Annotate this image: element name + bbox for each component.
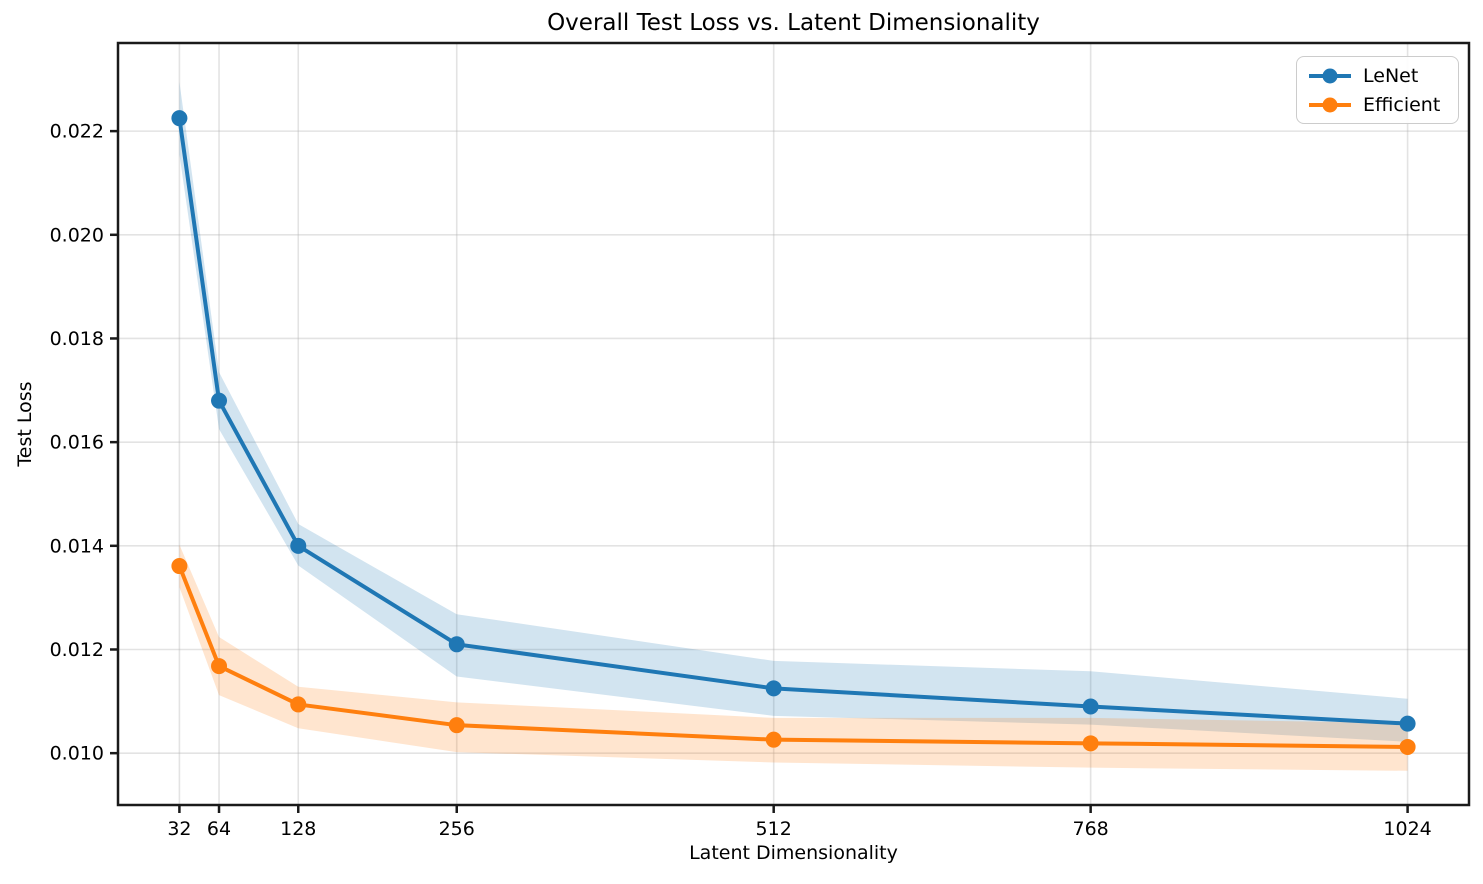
- legend-item-efficient: Efficient: [1307, 94, 1448, 116]
- x-tick-label: 64: [207, 818, 231, 840]
- data-point-lenet: [765, 680, 782, 697]
- x-tick-label: 32: [167, 818, 191, 840]
- series-line-lenet: [177, 116, 1410, 726]
- data-point-efficient: [448, 717, 465, 734]
- x-tick-label: 512: [756, 818, 792, 840]
- data-point-lenet: [1082, 698, 1099, 715]
- y-axis-label: Test Loss: [14, 381, 36, 467]
- legend-item-lenet: LeNet: [1307, 65, 1448, 87]
- data-point-lenet: [211, 392, 228, 409]
- y-tick-label: 0.010: [50, 743, 104, 765]
- data-point-lenet: [448, 636, 465, 653]
- confidence-band-lenet: [179, 81, 1408, 742]
- data-point-efficient: [211, 658, 228, 675]
- legend-label: LeNet: [1363, 64, 1419, 87]
- data-point-efficient: [1082, 735, 1099, 752]
- chart-title: Overall Test Loss vs. Latent Dimensional…: [547, 10, 1040, 36]
- efficient-line-marker-icon: [1309, 97, 1351, 112]
- x-tick-label: 128: [280, 818, 316, 840]
- data-point-efficient: [1399, 738, 1416, 755]
- data-point-efficient: [290, 696, 307, 713]
- lenet-line-marker-icon: [1309, 68, 1351, 83]
- legend-label: Efficient: [1363, 93, 1441, 116]
- x-axis-label: Latent Dimensionality: [689, 842, 898, 864]
- y-tick-label: 0.012: [50, 639, 104, 661]
- y-tick-label: 0.018: [50, 328, 104, 350]
- data-point-efficient: [171, 558, 188, 575]
- data-point-lenet: [171, 110, 188, 127]
- data-point-efficient: [765, 731, 782, 748]
- x-tick-label: 256: [439, 818, 475, 840]
- confidence-band-efficient: [179, 544, 1408, 771]
- data-point-lenet: [1399, 715, 1416, 732]
- y-tick-label: 0.020: [50, 224, 104, 246]
- x-tick-label: 1024: [1383, 818, 1431, 840]
- x-tick-label: 768: [1073, 818, 1109, 840]
- y-tick-label: 0.022: [50, 121, 104, 143]
- legend: LeNet Efficient: [1296, 56, 1459, 124]
- data-point-lenet: [290, 537, 307, 554]
- y-tick-label: 0.016: [50, 432, 104, 454]
- y-tick-label: 0.014: [50, 535, 104, 557]
- plot-border: [116, 41, 1471, 807]
